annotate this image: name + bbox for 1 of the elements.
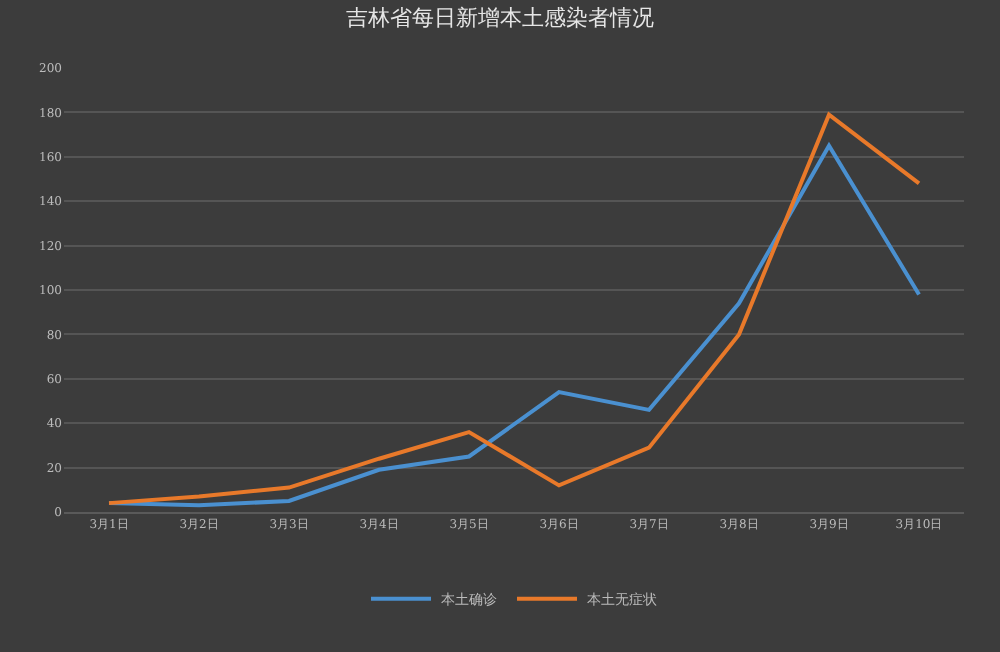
chart-title: 吉林省每日新增本土感染者情况 (346, 5, 654, 32)
